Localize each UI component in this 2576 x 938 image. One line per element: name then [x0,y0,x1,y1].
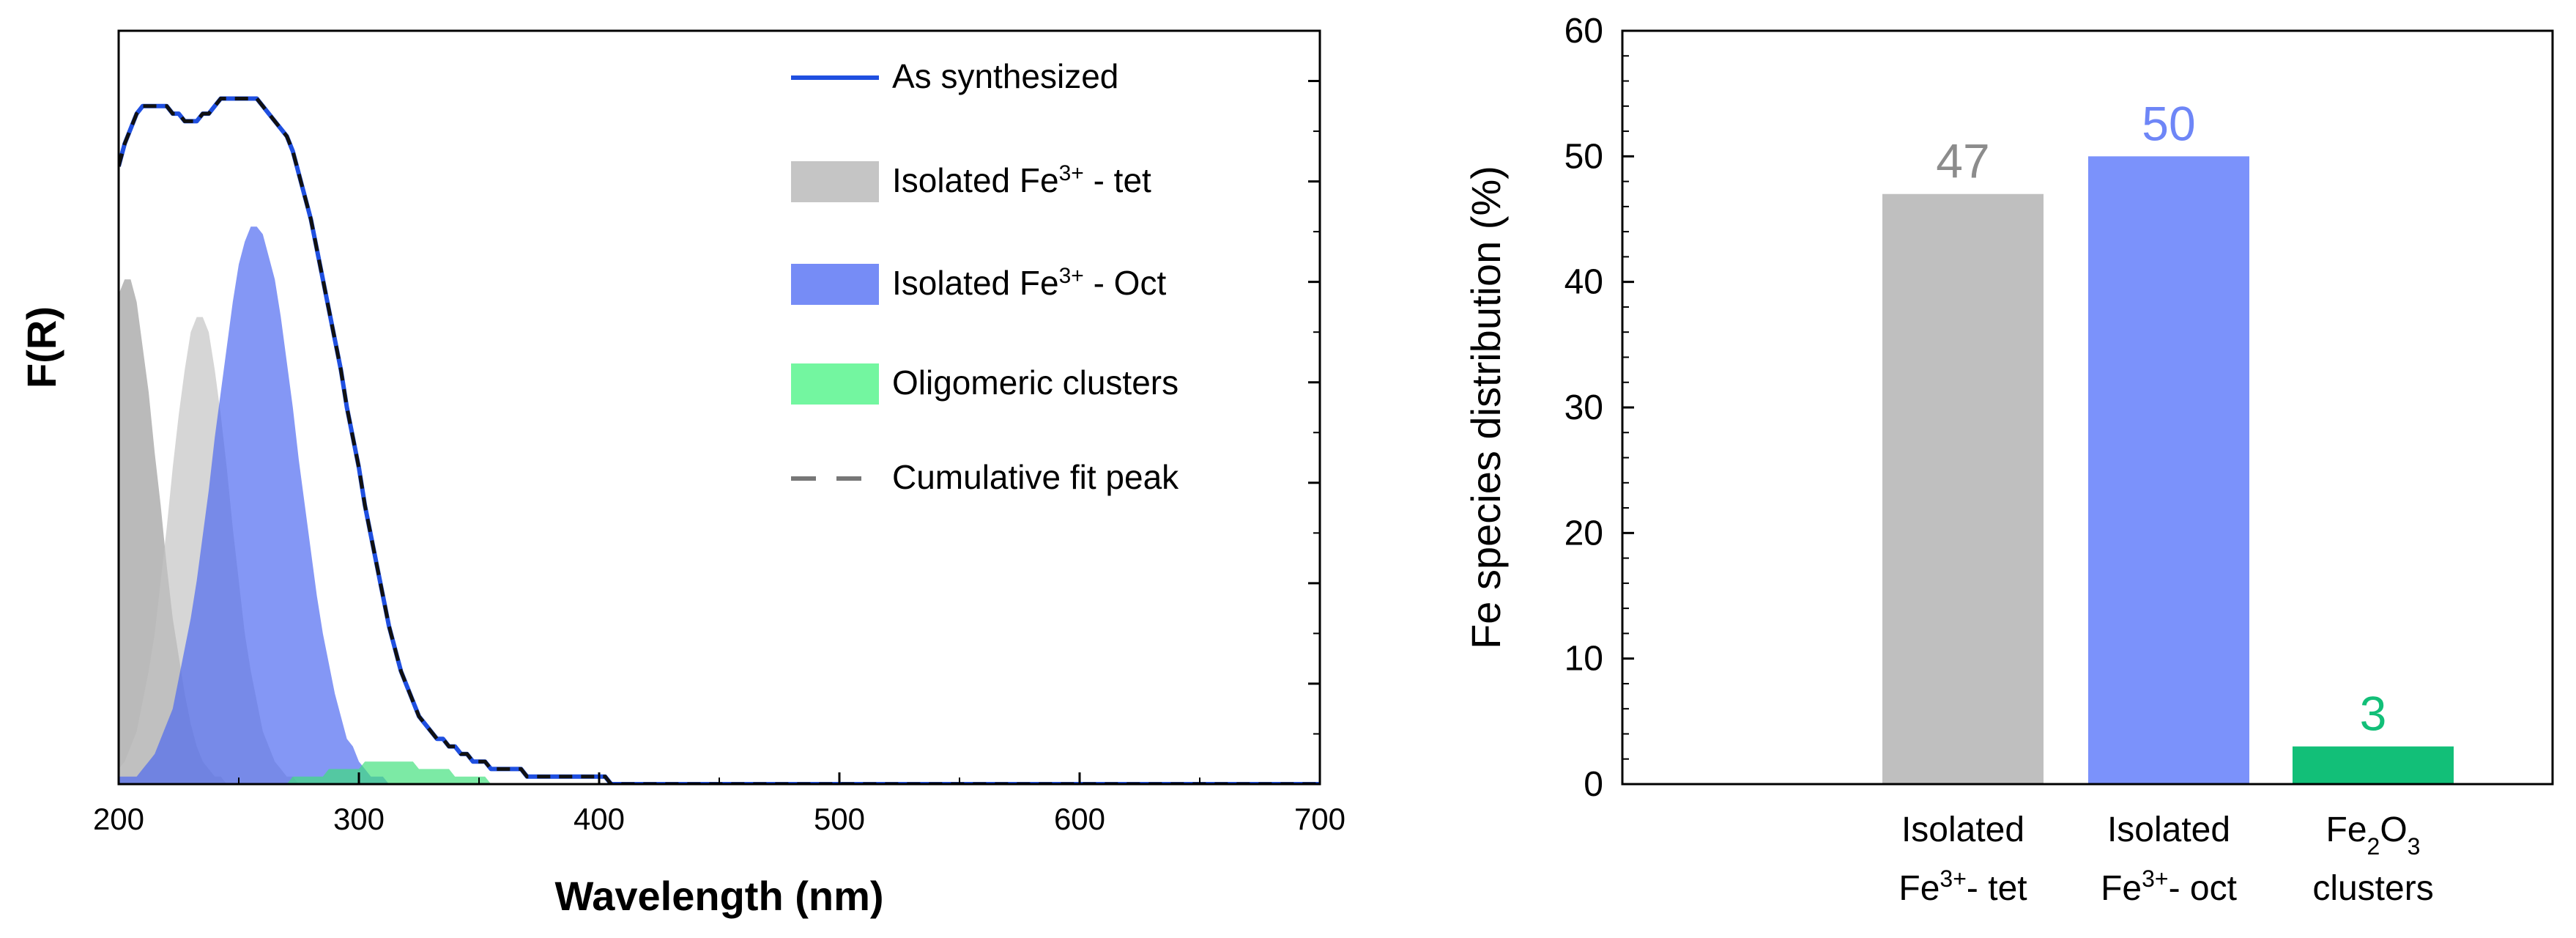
left-x-tick-label: 500 [814,802,865,836]
bar-2 [2088,156,2249,785]
left-x-tick-label: 600 [1054,802,1105,836]
legend-label-text: Oligomeric clusters [892,363,1178,402]
category-label-subscript: 3 [2408,833,2421,860]
legend-label-text: As synthesized [892,57,1118,95]
category-label-line2: Fe3+- tet [1898,865,2027,908]
series-oligomeric-clusters-area [119,761,1320,784]
bar-value-label: 47 [1936,134,1989,188]
legend-label-text: Cumulative fit peak [892,458,1179,496]
left-x-tick-label: 300 [333,802,385,836]
bar-1 [1882,193,2044,784]
category-label-superscript: 3+ [2142,865,2168,892]
right-y-tick-label: 0 [1584,765,1603,804]
left-y-axis-label: F(R) [18,306,64,388]
legend-label: Cumulative fit peak [892,458,1179,496]
legend-box-swatch [791,264,879,305]
legend-label: Isolated Fe3+ - Oct [892,264,1166,303]
bar-value-label: 3 [2360,687,2387,741]
left-x-axis-label: Wavelength (nm) [554,873,883,919]
bar-3 [2293,746,2454,784]
category-label-text: clusters [2312,869,2433,908]
right-bars-group: 47 50 3 [1882,96,2454,785]
right-y-tick-label: 20 [1564,514,1603,553]
category-label-text: - tet [1967,869,2027,908]
category-label-text: Fe [1898,869,1940,908]
legend-label-superscript: 3+ [1059,264,1084,288]
right-y-tick-label: 50 [1564,137,1603,176]
category-label-subscript: 2 [2367,833,2380,860]
category-label-text: O [2380,810,2407,849]
left-x-tick-label: 700 [1294,802,1345,836]
legend-label: Isolated Fe3+ - tet [892,161,1151,200]
legend-label-text: Isolated Fe [892,161,1059,199]
series-isolated-fe3-oct-area [119,226,1320,784]
left-panel: 200 300 400 500 600 700 As synthesized Isolate… [18,29,1345,919]
category-label-text: Isolated [2107,810,2230,849]
left-y-ticks [1308,80,1320,735]
category-label-line1: Isolated [1901,810,2024,849]
legend-label-superscript: 3+ [1059,161,1084,185]
left-series-group [119,96,1320,784]
right-y-axis-label: Fe species distribution (%) [1463,166,1509,649]
legend-label: As synthesized [892,57,1118,95]
left-x-tick-label: 200 [93,802,144,836]
right-y-tick-label: 30 [1564,388,1603,427]
legend-label-suffix: - tet [1084,161,1151,199]
right-y-ticks: 0 10 20 30 40 50 60 [1564,12,1634,804]
category-label-text: Fe [2101,869,2142,908]
legend-label-text: Isolated Fe [892,264,1059,302]
category-label-line2: Fe3+- oct [2101,865,2237,908]
right-plot-frame [1621,29,2554,786]
category-label-superscript: 3+ [1940,865,1966,892]
category-label-text: Fe [2326,810,2367,849]
legend-label-suffix: - Oct [1084,264,1167,302]
right-y-tick-label: 60 [1564,12,1603,51]
category-label-line1: Fe2O3 [2326,810,2421,860]
legend-label: Oligomeric clusters [892,363,1178,402]
legend-box-swatch [791,161,879,202]
category-label-line2: clusters [2312,869,2433,908]
category-label-line1: Isolated [2107,810,2230,849]
right-y-tick-label: 10 [1564,640,1603,679]
right-y-tick-label: 40 [1564,263,1603,302]
category-label-text: - oct [2169,869,2237,908]
legend-box-swatch [791,363,879,405]
left-x-ticks: 200 300 400 500 600 700 [93,772,1345,836]
left-x-tick-label: 400 [574,802,625,836]
bar-value-label: 50 [2142,96,2195,150]
category-label-text: Isolated [1901,810,2024,849]
